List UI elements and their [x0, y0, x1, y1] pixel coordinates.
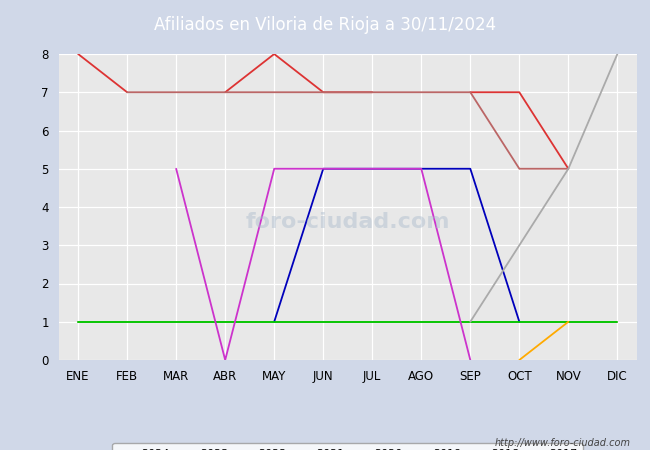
Text: Afiliados en Viloria de Rioja a 30/11/2024: Afiliados en Viloria de Rioja a 30/11/20… — [154, 16, 496, 34]
Text: foro-ciudad.com: foro-ciudad.com — [246, 212, 450, 232]
Text: http://www.foro-ciudad.com: http://www.foro-ciudad.com — [495, 438, 630, 448]
Legend: 2024, 2023, 2022, 2021, 2020, 2019, 2018, 2017: 2024, 2023, 2022, 2021, 2020, 2019, 2018… — [112, 443, 583, 450]
